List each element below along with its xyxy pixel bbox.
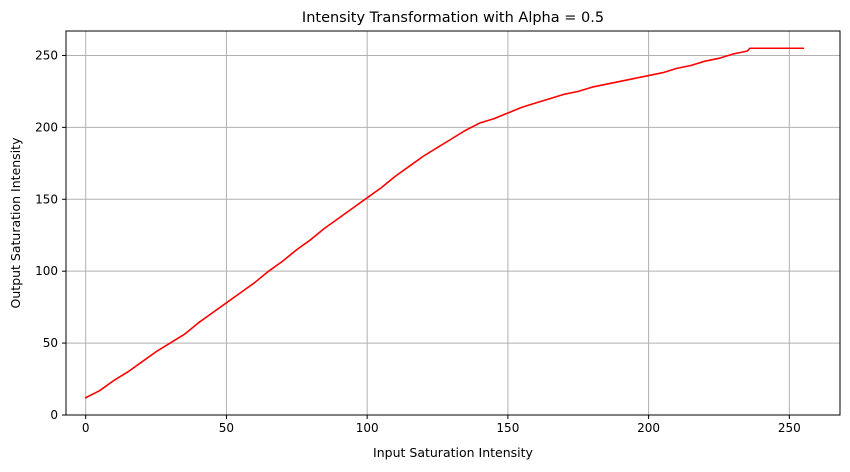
chart-title: Intensity Transformation with Alpha = 0.…: [302, 10, 604, 26]
axis-ticks: 0 50 100 150 200 250 0 50 100 150 200 250: [35, 48, 801, 435]
y-tick-label: 0: [50, 408, 58, 422]
y-tick-label: 100: [35, 264, 58, 278]
y-tick-label: 150: [35, 192, 58, 206]
x-tick-label: 200: [637, 421, 660, 435]
series-line-0: [84, 47, 805, 399]
x-tick-label: 100: [356, 421, 379, 435]
x-tick-label: 50: [219, 421, 234, 435]
y-axis-label: Output Saturation Intensity: [8, 137, 23, 309]
x-axis-label: Input Saturation Intensity: [373, 445, 533, 460]
y-tick-label: 200: [35, 120, 58, 134]
y-tick-label: 250: [35, 48, 58, 62]
x-tick-label: 250: [778, 421, 801, 435]
x-tick-label: 0: [82, 421, 90, 435]
y-tick-label: 50: [43, 336, 58, 350]
x-tick-label: 150: [496, 421, 519, 435]
series-layer: [84, 47, 805, 399]
plot-frame: [65, 30, 841, 416]
